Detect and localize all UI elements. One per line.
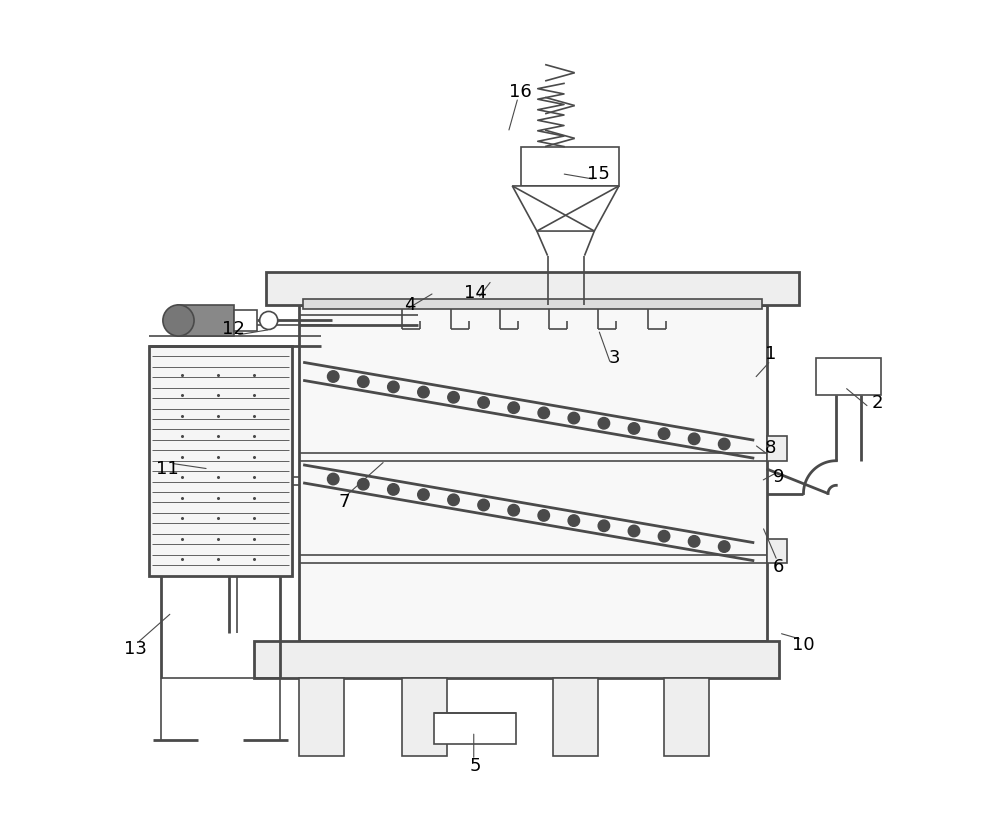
Text: 4: 4 bbox=[404, 296, 416, 314]
Polygon shape bbox=[266, 272, 799, 305]
Circle shape bbox=[598, 520, 610, 532]
Circle shape bbox=[718, 439, 730, 450]
Text: 16: 16 bbox=[509, 82, 532, 100]
Circle shape bbox=[538, 509, 549, 521]
Polygon shape bbox=[178, 305, 234, 336]
Text: 14: 14 bbox=[464, 284, 487, 301]
Text: 1: 1 bbox=[765, 345, 776, 363]
Circle shape bbox=[658, 428, 670, 439]
Text: 7: 7 bbox=[338, 493, 350, 511]
Circle shape bbox=[628, 525, 640, 537]
Circle shape bbox=[388, 381, 399, 393]
Polygon shape bbox=[553, 678, 598, 756]
Circle shape bbox=[448, 392, 459, 403]
Circle shape bbox=[418, 386, 429, 398]
Text: 8: 8 bbox=[765, 439, 776, 458]
Text: 9: 9 bbox=[773, 468, 785, 486]
Text: 5: 5 bbox=[470, 757, 481, 774]
Text: 2: 2 bbox=[872, 394, 883, 412]
Circle shape bbox=[327, 371, 339, 382]
Text: 6: 6 bbox=[773, 558, 785, 576]
Text: 12: 12 bbox=[222, 320, 245, 338]
Polygon shape bbox=[434, 713, 516, 744]
Circle shape bbox=[163, 305, 194, 336]
Circle shape bbox=[688, 536, 700, 547]
Circle shape bbox=[448, 494, 459, 505]
Circle shape bbox=[568, 412, 580, 424]
Circle shape bbox=[508, 402, 519, 413]
Text: 15: 15 bbox=[587, 165, 610, 183]
Polygon shape bbox=[512, 186, 619, 231]
Polygon shape bbox=[521, 146, 619, 186]
Circle shape bbox=[388, 484, 399, 495]
Polygon shape bbox=[299, 305, 767, 641]
Polygon shape bbox=[402, 678, 447, 756]
Circle shape bbox=[568, 515, 580, 527]
Text: 10: 10 bbox=[792, 636, 815, 654]
Circle shape bbox=[418, 489, 429, 500]
Circle shape bbox=[260, 311, 278, 329]
Polygon shape bbox=[149, 346, 292, 575]
Polygon shape bbox=[816, 358, 881, 395]
Circle shape bbox=[598, 417, 610, 429]
Circle shape bbox=[628, 423, 640, 435]
Circle shape bbox=[508, 504, 519, 516]
Polygon shape bbox=[234, 309, 257, 331]
Polygon shape bbox=[664, 678, 709, 756]
Circle shape bbox=[688, 433, 700, 444]
Circle shape bbox=[718, 541, 730, 552]
Circle shape bbox=[327, 473, 339, 485]
Circle shape bbox=[658, 531, 670, 542]
Circle shape bbox=[478, 500, 489, 511]
Polygon shape bbox=[303, 299, 762, 309]
Polygon shape bbox=[299, 678, 344, 756]
Circle shape bbox=[538, 407, 549, 419]
Text: 3: 3 bbox=[609, 349, 621, 367]
Circle shape bbox=[358, 478, 369, 490]
Text: 11: 11 bbox=[156, 460, 179, 478]
Text: 13: 13 bbox=[124, 640, 146, 658]
Circle shape bbox=[358, 376, 369, 388]
Circle shape bbox=[478, 397, 489, 408]
Polygon shape bbox=[767, 538, 787, 563]
Polygon shape bbox=[254, 641, 779, 678]
Polygon shape bbox=[767, 436, 787, 461]
